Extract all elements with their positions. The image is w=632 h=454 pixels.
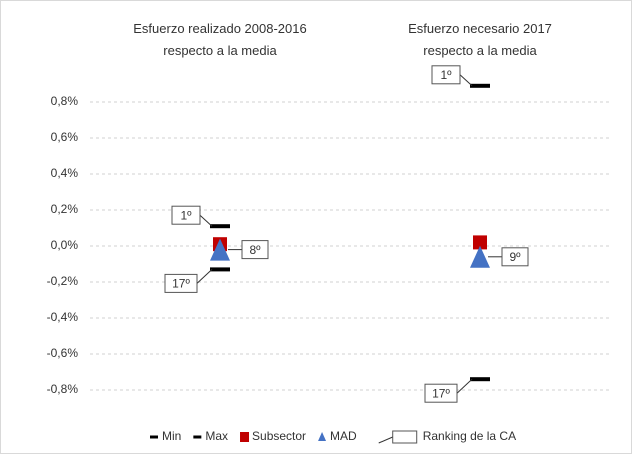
marker-dash [470,83,490,88]
y-tick-label: -0,8% [47,382,79,396]
marker-triangle [470,245,490,268]
legend-label: Min [162,429,181,443]
callout-pointer [459,74,473,87]
marker-dash [210,224,230,229]
legend-marker [240,432,250,442]
legend-marker [318,432,327,441]
callout-box [164,273,198,293]
legend-marker [150,435,158,439]
legend-label: MAD [330,429,357,443]
legend-label: Subsector [252,429,306,443]
callout-box [171,205,201,225]
y-tick-label: -0,4% [47,310,79,324]
callout-box [424,383,458,403]
rank-label: 17º [172,277,190,291]
column-title: Esfuerzo necesario 2017 respecto a la me… [408,21,552,58]
callout-pointer [196,269,213,284]
callout-box [241,240,269,260]
rank-label: 1º [440,68,452,82]
column-title: Esfuerzo realizado 2008-2016 respecto a … [133,21,307,58]
rank-label: 1º [180,208,192,222]
legend-label: Max [205,429,228,443]
marker-dash [210,267,230,272]
legend-callout-icon [378,436,393,444]
y-tick-label: 0,4% [51,166,79,180]
y-tick-label: 0,6% [51,130,79,144]
legend-callout-box [392,430,418,444]
callout-pointer [456,378,473,394]
marker-triangle [210,238,230,261]
callout-pointer [199,214,213,227]
rank-label: 9º [509,250,521,264]
rank-label: 8º [249,243,261,257]
y-tick-label: -0,2% [47,274,79,288]
y-tick-label: 0,0% [51,238,79,252]
y-tick-label: -0,6% [47,346,79,360]
y-tick-label: 0,2% [51,202,79,216]
y-tick-label: 0,8% [51,94,79,108]
marker-dash [470,377,490,382]
legend-label: Ranking de la CA [423,429,516,443]
callout-box [431,65,461,85]
legend-marker [193,435,202,439]
callout-box [501,247,529,267]
marker-square [473,235,487,250]
rank-label: 17º [432,386,450,400]
